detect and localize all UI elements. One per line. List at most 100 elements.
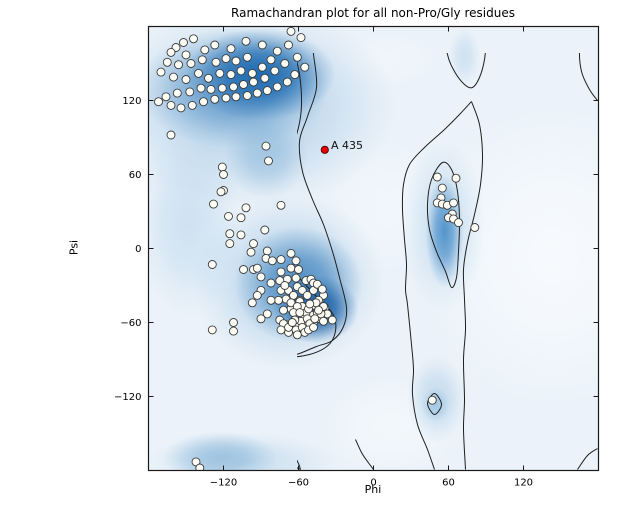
data-point — [449, 198, 458, 208]
data-point — [432, 172, 442, 182]
data-point — [249, 239, 258, 249]
data-point — [272, 82, 282, 92]
data-point — [294, 265, 303, 274]
data-point — [217, 83, 227, 93]
data-point — [262, 309, 272, 319]
data-point — [169, 72, 178, 82]
data-point — [267, 256, 277, 266]
data-point — [256, 314, 266, 324]
plot-spine — [147, 25, 600, 472]
data-point — [241, 36, 251, 46]
data-point — [296, 33, 306, 43]
data-point — [226, 44, 236, 54]
data-point — [221, 93, 231, 103]
data-point — [181, 50, 191, 60]
data-point — [231, 92, 241, 102]
data-point — [292, 330, 302, 340]
contour-outer-right — [297, 53, 348, 470]
data-point — [327, 315, 337, 325]
data-point — [280, 281, 290, 290]
contour-top-right-corner — [578, 53, 598, 101]
data-point — [207, 325, 217, 335]
data-point — [270, 66, 280, 76]
data-point — [189, 34, 198, 44]
data-point — [166, 47, 176, 57]
data-point — [161, 92, 171, 102]
data-point — [266, 278, 276, 288]
contour-bottom-left-tail — [355, 439, 374, 470]
data-point — [225, 239, 235, 249]
data-point — [242, 52, 252, 62]
data-point — [291, 256, 301, 266]
data-point — [264, 156, 273, 166]
data-point — [207, 260, 217, 269]
data-point — [276, 267, 286, 277]
data-point — [291, 273, 301, 283]
x-tick-label: 120 — [514, 478, 533, 489]
data-point — [229, 326, 238, 336]
data-point — [266, 55, 276, 65]
data-point — [319, 316, 328, 326]
data-point — [185, 87, 195, 97]
data-point — [276, 325, 286, 335]
data-point — [286, 26, 296, 36]
y-tick-label: −60 — [120, 318, 141, 329]
data-point — [260, 73, 270, 83]
data-point — [176, 103, 186, 113]
data-point — [252, 263, 262, 273]
data-point — [266, 295, 276, 305]
y-axis-label: Psi — [67, 239, 81, 256]
data-point — [219, 170, 228, 179]
data-point — [217, 162, 227, 172]
tick-labels: −120 −60 0 60 120 −120 −60 0 60 120 — [114, 96, 533, 489]
data-point — [286, 248, 296, 258]
data-point — [262, 246, 272, 256]
data-point — [310, 314, 320, 324]
data-point — [226, 70, 236, 80]
data-point — [242, 91, 252, 101]
data-point — [231, 56, 241, 66]
data-point — [209, 199, 218, 209]
data-point — [236, 213, 246, 223]
data-point — [216, 187, 226, 197]
data-point — [252, 88, 262, 98]
data-point — [210, 40, 220, 50]
contour-lines — [297, 53, 598, 470]
data-point — [286, 263, 296, 273]
residue-points — [154, 26, 480, 471]
data-point — [470, 223, 480, 232]
data-point — [210, 94, 220, 104]
data-point — [295, 308, 305, 318]
data-point — [276, 255, 286, 265]
data-point — [249, 77, 258, 87]
data-point — [204, 73, 213, 83]
data-point — [317, 284, 327, 294]
data-point — [290, 70, 300, 80]
data-point — [256, 272, 266, 282]
contour-lh-outer-right — [462, 101, 484, 470]
x-tick-label: −120 — [210, 478, 237, 489]
data-point — [206, 84, 216, 94]
data-point — [211, 57, 221, 67]
x-tick-label: 60 — [442, 478, 455, 489]
outlier-point — [320, 145, 329, 154]
data-point — [172, 88, 182, 98]
x-tick-label: 0 — [370, 478, 376, 489]
contour-lh-inner — [426, 161, 461, 289]
data-point — [260, 225, 270, 235]
data-point — [274, 295, 283, 305]
data-point — [174, 60, 183, 70]
data-point — [186, 59, 196, 68]
data-point — [454, 218, 463, 228]
axis-ticks — [148, 26, 599, 471]
data-point — [246, 247, 256, 257]
data-point — [166, 100, 176, 110]
data-point — [305, 299, 315, 309]
data-point — [437, 183, 447, 193]
data-point — [262, 86, 272, 96]
data-point — [272, 46, 282, 56]
data-point — [162, 57, 172, 67]
data-point — [257, 62, 267, 72]
